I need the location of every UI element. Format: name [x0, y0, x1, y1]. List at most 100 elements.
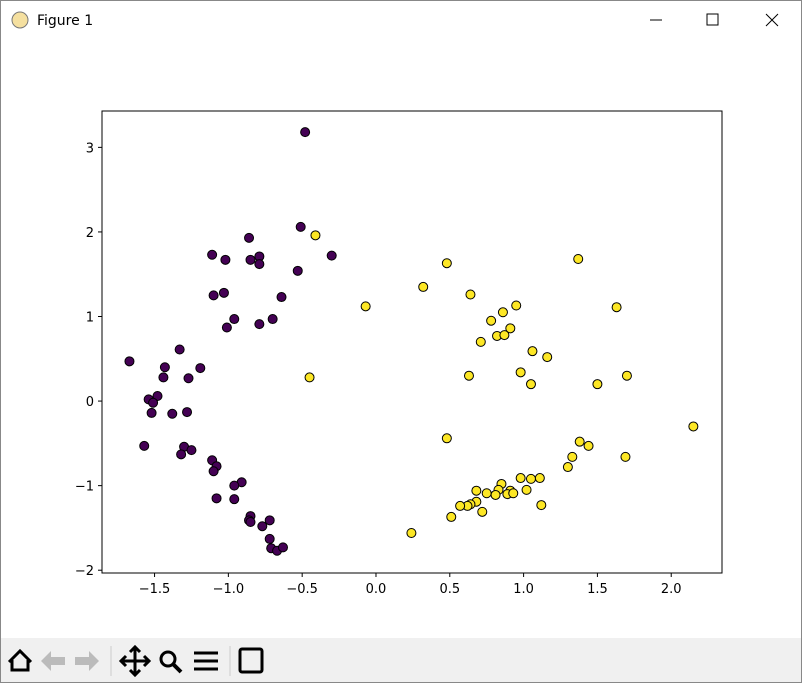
scatter-point [477, 506, 488, 517]
scatter-point [183, 373, 194, 384]
scatter-point [208, 290, 219, 301]
scatter-point [455, 500, 466, 511]
scatter-point [277, 542, 288, 553]
scatter-point [486, 315, 497, 326]
y-tick-label: 0 [86, 395, 94, 410]
y-tick-label: −1 [75, 480, 94, 495]
y-tick-label: 1 [86, 311, 94, 326]
scatter-point [515, 473, 526, 484]
scatter-point [527, 346, 538, 357]
scatter-point [326, 250, 337, 261]
scatter-point [499, 330, 510, 341]
scatter-point [592, 379, 603, 390]
scatter-point [208, 466, 219, 477]
scatter-point [574, 436, 585, 447]
scatter-point [418, 281, 429, 292]
scatter-point [471, 485, 482, 496]
x-tick-label: 0.5 [439, 582, 460, 597]
y-tick-label: 2 [86, 226, 94, 241]
scatter-point [525, 473, 536, 484]
maximize-button[interactable] [706, 13, 719, 26]
scatter-point [276, 292, 287, 303]
x-tick-label: 2.0 [661, 582, 682, 597]
scatter-point [207, 249, 218, 260]
scatter-point [521, 484, 532, 495]
scatter-point [583, 440, 594, 451]
scatter-point [295, 221, 306, 232]
scatter-point [300, 127, 311, 138]
scatter-point [174, 344, 185, 355]
scatter-point [245, 517, 256, 528]
scatter-point [229, 494, 240, 505]
scatter-point [534, 473, 545, 484]
scatter-point [511, 300, 522, 311]
app-icon [11, 11, 29, 29]
back-button[interactable] [41, 651, 65, 671]
scatter-point [211, 493, 222, 504]
scatter-point [611, 302, 622, 313]
scatter-point [229, 314, 240, 325]
forward-button[interactable] [75, 651, 99, 671]
scatter-point [148, 397, 159, 408]
scatter-point [158, 372, 169, 383]
scatter-point [463, 370, 474, 381]
scatter-point [139, 440, 150, 451]
x-tick-label: −0.5 [286, 582, 318, 597]
configure-button[interactable] [194, 651, 218, 671]
scatter-point [292, 265, 303, 276]
scatter-point [406, 527, 417, 538]
scatter-point [515, 367, 526, 378]
scatter-point [257, 521, 268, 532]
x-tick-label: 1.0 [513, 582, 534, 597]
x-tick-label: −1.0 [213, 582, 245, 597]
scatter-point [254, 259, 265, 270]
scatter-point [218, 287, 229, 298]
scatter-point [182, 407, 193, 418]
scatter-point [176, 449, 187, 460]
scatter-point [525, 379, 536, 390]
scatter-point [490, 489, 501, 500]
pan-button[interactable] [118, 644, 152, 678]
scatter-point [688, 421, 699, 432]
scatter-point [254, 319, 265, 330]
scatter-point [621, 370, 632, 381]
x-tick-label: 1.5 [587, 582, 608, 597]
y-tick-label: −2 [75, 564, 94, 579]
save-button[interactable] [238, 647, 264, 674]
scatter-point [446, 511, 457, 522]
scatter-point [465, 289, 476, 300]
scatter-point [481, 488, 492, 499]
scatter-point [620, 451, 631, 462]
scatter-point [508, 488, 519, 499]
scatter-point [304, 372, 315, 383]
scatter-point [159, 362, 170, 373]
scatter-point [146, 407, 157, 418]
scatter-point [573, 253, 584, 264]
scatter-point [186, 445, 197, 456]
scatter-point [497, 307, 508, 318]
y-tick-label: 3 [86, 141, 94, 156]
scatter-point [310, 230, 321, 241]
x-tick-label: 0.0 [366, 582, 387, 597]
scatter-point [229, 480, 240, 491]
plot-frame [101, 110, 723, 574]
scatter-point [167, 408, 178, 419]
title-bar: Figure 1 [11, 11, 779, 29]
zoom-button[interactable] [159, 650, 177, 668]
scatter-point [264, 533, 275, 544]
scatter-point [124, 356, 135, 367]
chart: −1.5 −1.0 −0.5 0.0 0.5 1.0 1.5 2.0 −2 −1 0 1 2 3 [75, 110, 723, 597]
close-button[interactable] [765, 13, 779, 27]
scatter-point [542, 352, 553, 363]
scatter-point [505, 323, 516, 334]
scatter-point [220, 254, 231, 265]
scatter-point [195, 363, 206, 374]
home-button[interactable] [7, 648, 33, 672]
scatter-point [567, 451, 578, 462]
scatter-point [536, 500, 547, 511]
scatter-point [264, 515, 275, 526]
scatter-point [562, 462, 573, 473]
scatter-point [267, 314, 278, 325]
scatter-point [244, 232, 255, 243]
